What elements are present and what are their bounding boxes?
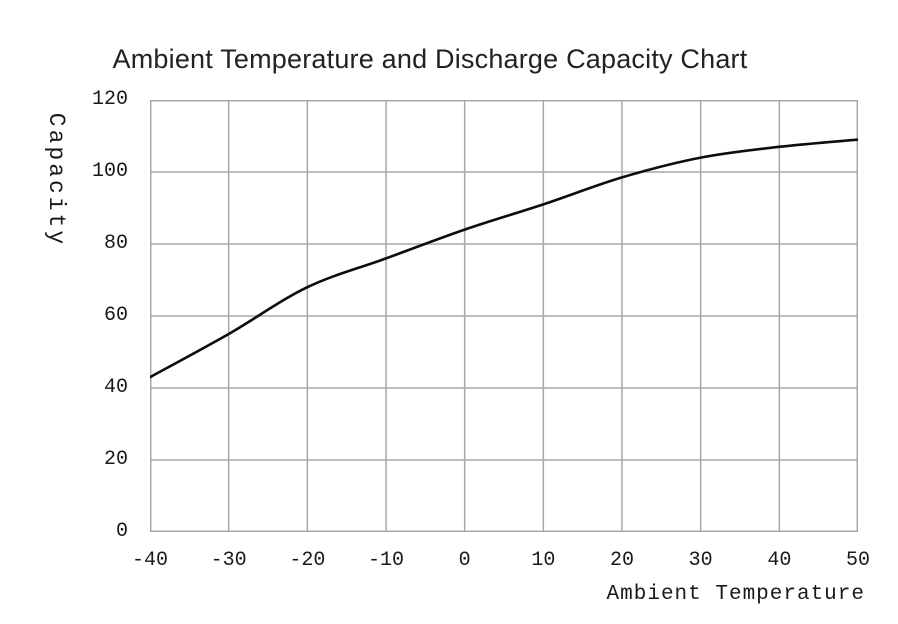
y-tick-label: 20 — [103, 448, 128, 471]
x-tick-label: 50 — [845, 549, 870, 572]
y-tick-label: 0 — [115, 520, 128, 543]
x-tick-label: 20 — [609, 549, 634, 572]
x-tick-label: -30 — [210, 549, 247, 572]
x-tick-label: -40 — [131, 549, 168, 572]
capacity-curve — [150, 138, 858, 379]
y-tick-label: 40 — [103, 376, 128, 399]
x-tick-label: 10 — [531, 549, 556, 572]
x-tick-label: -20 — [289, 549, 326, 572]
y-tick-label: 80 — [103, 232, 128, 255]
plot-border — [150, 100, 858, 532]
x-axis-label: Ambient Temperature — [606, 583, 865, 606]
x-tick-label: 0 — [458, 549, 471, 572]
chart-canvas — [150, 100, 858, 532]
plot-area — [150, 100, 858, 532]
y-tick-label: 120 — [91, 88, 128, 111]
y-tick-label: 100 — [91, 160, 128, 183]
y-tick-label: 60 — [103, 304, 128, 327]
x-tick-label: 30 — [688, 549, 713, 572]
x-tick-label: -10 — [367, 549, 404, 572]
x-tick-label: 40 — [767, 549, 792, 572]
chart-title: Ambient Temperature and Discharge Capaci… — [112, 44, 748, 74]
